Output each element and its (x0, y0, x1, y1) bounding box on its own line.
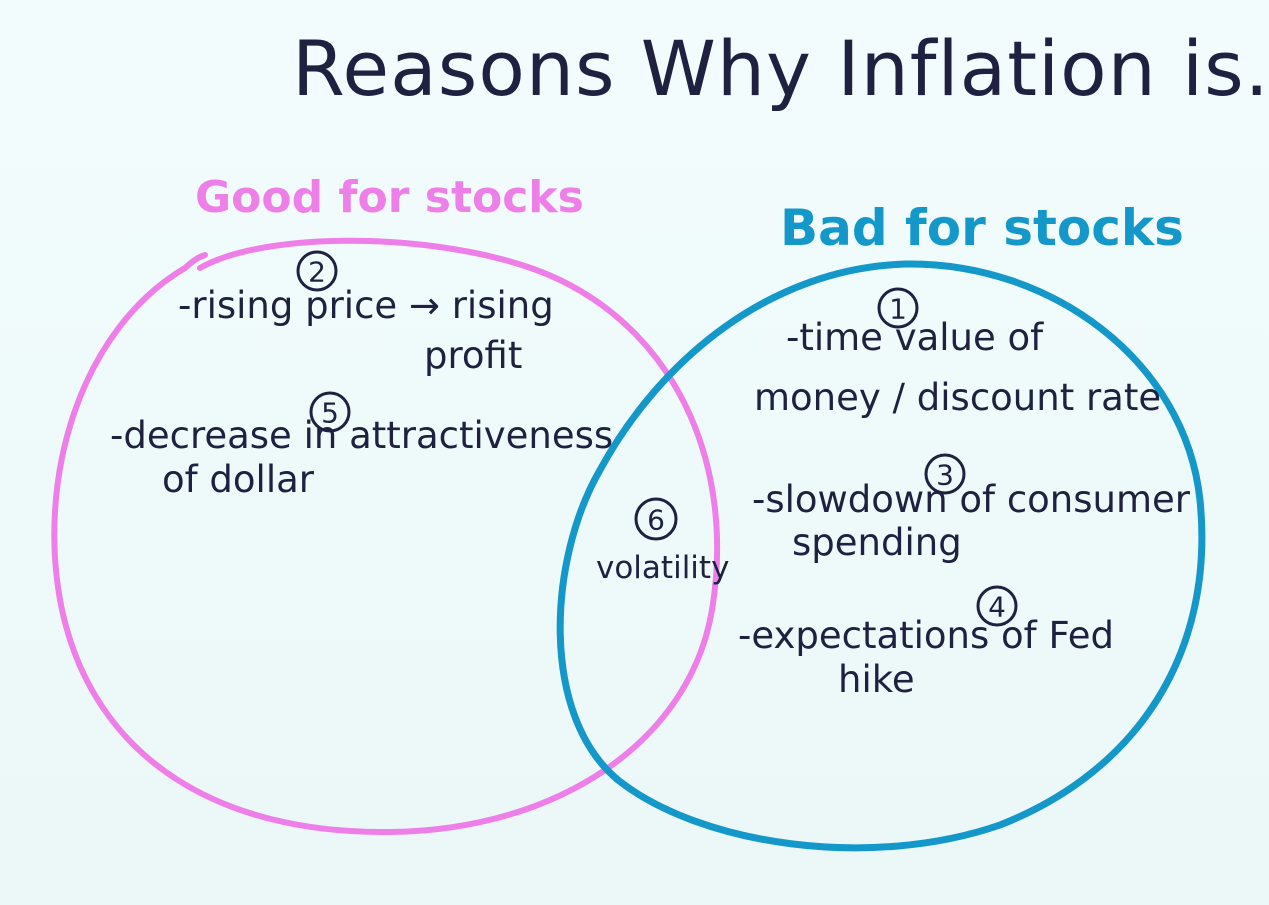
item-line-1: -expectations of Fed (738, 614, 1114, 657)
overlap-label: volatility (596, 550, 729, 586)
item-number: 6 (647, 504, 665, 537)
item-line-1: -decrease in attractiveness (110, 414, 613, 457)
good-circle (51, 237, 721, 836)
item-number: 1 (889, 293, 907, 326)
item-line-2: hike (838, 658, 915, 701)
diagram-title: Reasons Why Inflation is... (292, 24, 1269, 113)
item-number: 4 (988, 591, 1006, 624)
bad-item-fed-hike: 4 -expectations of Fed hike (738, 585, 1114, 701)
item-line-2: money / discount rate (754, 376, 1161, 419)
item-line-1: -time value of (786, 316, 1044, 359)
good-item-rising-price: 2 -rising price → rising profit (178, 250, 554, 377)
item-line-2: of dollar (162, 458, 315, 501)
number-badge (924, 453, 966, 495)
item-line-1: -slowdown of consumer (752, 478, 1191, 521)
bad-item-time-value: 1 -time value of money / discount rate (754, 287, 1161, 419)
number-badge (296, 250, 338, 292)
bad-heading: Bad for stocks (780, 199, 1184, 257)
item-line-2: profit (424, 334, 522, 377)
item-number: 3 (936, 459, 954, 492)
item-line-2: spending (792, 521, 962, 564)
overlap-item-volatility: 6 volatility (596, 497, 729, 586)
number-badge (634, 497, 678, 541)
item-number: 2 (308, 256, 326, 289)
good-heading: Good for stocks (195, 172, 584, 223)
number-badge (309, 391, 351, 433)
number-badge (976, 585, 1018, 627)
good-item-dollar-attractiveness: 5 -decrease in attractiveness of dollar (110, 391, 613, 501)
number-badge (877, 287, 919, 329)
item-line-1: -rising price → rising (178, 284, 554, 327)
bad-circle (556, 260, 1206, 852)
item-number: 5 (321, 397, 339, 430)
bad-item-consumer-spending: 3 -slowdown of consumer spending (752, 453, 1191, 564)
